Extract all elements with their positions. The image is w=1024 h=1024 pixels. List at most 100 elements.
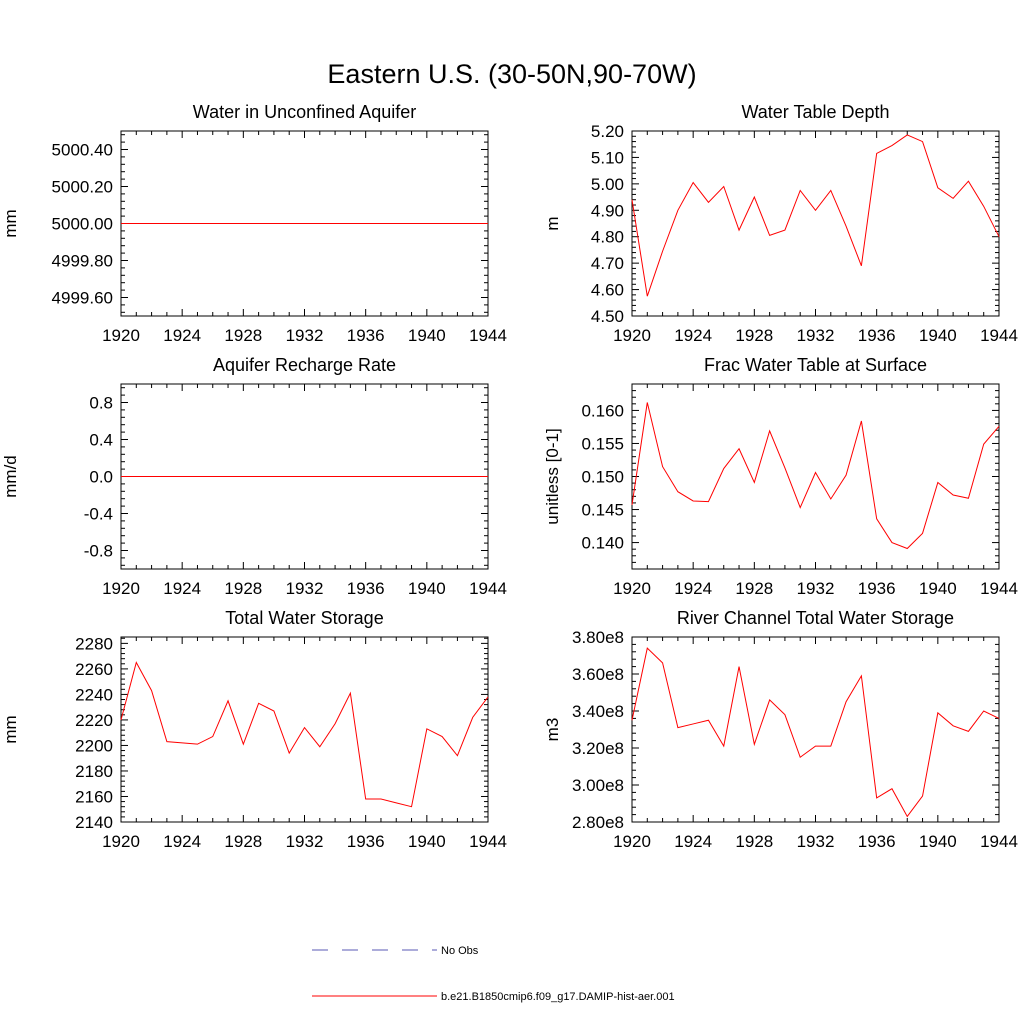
y-tick-label: 2180 [75,762,113,781]
y-tick-label: 2140 [75,813,113,832]
y-tick-label: 2280 [75,634,113,653]
x-tick-label: 1936 [347,579,385,598]
x-tick-label: 1932 [797,326,835,345]
legend-label-model: b.e21.B1850cmip6.f09_g17.DAMIP-hist-aer.… [441,991,675,1003]
x-tick-label: 1928 [224,579,262,598]
y-tick-label: 2260 [75,660,113,679]
y-tick-label: 3.20e8 [572,739,624,758]
x-tick-label: 1924 [674,579,712,598]
x-tick-label: 1920 [102,579,140,598]
x-tick-label: 1936 [858,579,896,598]
panel-title: Water Table Depth [741,102,889,122]
y-axis-label: unitless [0-1] [543,428,562,524]
x-tick-label: 1940 [408,579,446,598]
x-tick-label: 1940 [919,326,957,345]
y-tick-label: 3.60e8 [572,665,624,684]
panel-2: Aquifer Recharge Rate mm/d 1920 1924 1928 193… [1,355,507,598]
y-axis-label: mm/d [1,455,20,498]
x-tick-label: 1924 [674,832,712,851]
y-tick-label: 5000.40 [52,141,113,160]
x-tick-label: 1932 [797,832,835,851]
x-tick-label: 1920 [613,579,651,598]
series-line [631,134,1000,297]
x-tick-label: 1928 [735,832,773,851]
x-tick-label: 1944 [469,579,507,598]
x-tick-label: 1940 [919,579,957,598]
x-tick-label: 1936 [858,832,896,851]
x-tick-label: 1924 [674,326,712,345]
panel-title: Aquifer Recharge Rate [213,355,396,375]
y-tick-label: 4999.80 [52,252,113,271]
y-tick-label: 0.8 [89,394,113,413]
panels: Water in Unconfined Aquifer mm 1920 1924 192… [1,102,1018,851]
plot-frame [631,636,1000,823]
x-tick-label: 1932 [286,326,324,345]
series-line [631,647,1000,818]
y-tick-label: 4.50 [591,307,624,326]
y-tick-label: 0.4 [89,431,113,450]
y-tick-label: 4.80 [591,228,624,247]
x-tick-label: 1940 [408,326,446,345]
y-axis-label: m [543,216,562,230]
y-tick-label: 2200 [75,736,113,755]
x-tick-label: 1920 [613,832,651,851]
x-tick-label: 1932 [797,579,835,598]
x-tick-label: 1944 [980,326,1018,345]
y-tick-label: 3.00e8 [572,776,624,795]
y-tick-label: -0.8 [84,542,113,561]
y-tick-label: 5.20 [591,122,624,141]
y-tick-label: 4.60 [591,281,624,300]
x-tick-label: 1924 [163,832,201,851]
x-tick-label: 1920 [102,832,140,851]
plot-frame [631,383,1000,570]
x-tick-label: 1944 [980,832,1018,851]
series-line [120,661,489,808]
y-tick-label: 0.155 [581,434,624,453]
plot-frame [631,130,1000,317]
x-tick-label: 1928 [735,579,773,598]
panel-0: Water in Unconfined Aquifer mm 1920 1924 192… [1,102,507,345]
x-tick-label: 1940 [408,832,446,851]
y-tick-label: -0.4 [84,505,113,524]
y-tick-label: 3.40e8 [572,702,624,721]
y-tick-label: 5.10 [591,148,624,167]
x-tick-label: 1936 [347,326,385,345]
x-tick-label: 1920 [613,326,651,345]
y-tick-label: 0.150 [581,468,624,487]
plot-frame [120,636,489,823]
legend-label-no-obs: No Obs [441,945,479,957]
x-tick-label: 1928 [224,832,262,851]
figure-title: Eastern U.S. (30-50N,90-70W) [327,59,696,89]
y-tick-label: 0.0 [89,468,113,487]
x-tick-label: 1920 [102,326,140,345]
x-tick-label: 1944 [469,832,507,851]
x-tick-label: 1944 [469,326,507,345]
panel-title: River Channel Total Water Storage [677,608,954,628]
panel-title: Water in Unconfined Aquifer [193,102,416,122]
y-tick-label: 0.140 [581,534,624,553]
x-tick-label: 1940 [919,832,957,851]
y-tick-label: 2240 [75,685,113,704]
y-tick-label: 5000.00 [52,215,113,234]
y-axis-label: mm [1,209,20,237]
panel-title: Total Water Storage [225,608,383,628]
series-line [631,402,1000,550]
y-tick-label: 4.90 [591,201,624,220]
y-tick-label: 2160 [75,787,113,806]
y-tick-label: 5.00 [591,175,624,194]
y-tick-label: 2220 [75,711,113,730]
y-tick-label: 0.145 [581,501,624,520]
y-tick-label: 5000.20 [52,178,113,197]
panel-1: Water Table Depth m 1920 1924 1928 1932 1936 19… [543,102,1018,345]
panel-5: River Channel Total Water Storage m3 1920 1… [543,608,1018,851]
x-tick-label: 1924 [163,579,201,598]
y-tick-label: 0.160 [581,401,624,420]
y-axis-label: mm [1,715,20,743]
panel-4: Total Water Storage mm 1920 1924 1928 1932 193… [1,608,507,851]
x-tick-label: 1944 [980,579,1018,598]
y-axis-label: m3 [543,718,562,742]
legend: No Obs b.e21.B1850cmip6.f09_g17.DAMIP-hi… [312,945,675,1003]
y-tick-label: 2.80e8 [572,813,624,832]
x-tick-label: 1928 [735,326,773,345]
